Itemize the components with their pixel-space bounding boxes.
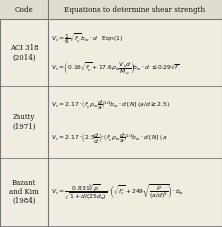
Text: $V_c = 2.17\cdot\!\left(2.5\dfrac{d}{d}\right)\!\cdot\!\left(f^{\prime}_c\,\rho_: $V_c = 2.17\cdot\!\left(2.5\dfrac{d}{d}\… [51, 131, 167, 145]
Text: ACI 318
(2014): ACI 318 (2014) [10, 44, 38, 61]
Text: $V_c = \!\left(0.16\sqrt{f^{\prime}_c} + 17.6\rho_w\dfrac{V_u d}{M_u}\right)\!b_: $V_c = \!\left(0.16\sqrt{f^{\prime}_c} +… [51, 59, 180, 76]
Text: Bazant
and Kim
(1984): Bazant and Kim (1984) [9, 179, 39, 205]
Text: $V_c = \dfrac{0.831\sqrt[3]{\rho}}{\sqrt{1+d/(25d_a)}}\cdot\!\left(\sqrt{f^{\pri: $V_c = \dfrac{0.831\sqrt[3]{\rho}}{\sqrt… [51, 182, 184, 202]
Text: $V_c = \dfrac{1}{6}\sqrt{f^{\prime}_c}\,b_w \cdot d \quad \mathrm{Eqn}(1)$: $V_c = \dfrac{1}{6}\sqrt{f^{\prime}_c}\,… [51, 31, 123, 46]
Text: Equations to determine shear strength: Equations to determine shear strength [64, 6, 205, 14]
Bar [0, 0, 222, 19]
Text: Code: Code [14, 6, 33, 14]
Text: $V_c = 2.17\cdot\!\left(f^{\prime}_c\,\rho_w\dfrac{d}{a}\right)^{\!1/3}\!b_w\cdo: $V_c = 2.17\cdot\!\left(f^{\prime}_c\,\r… [51, 98, 170, 111]
Text: Zsutty
(1971): Zsutty (1971) [12, 114, 36, 131]
